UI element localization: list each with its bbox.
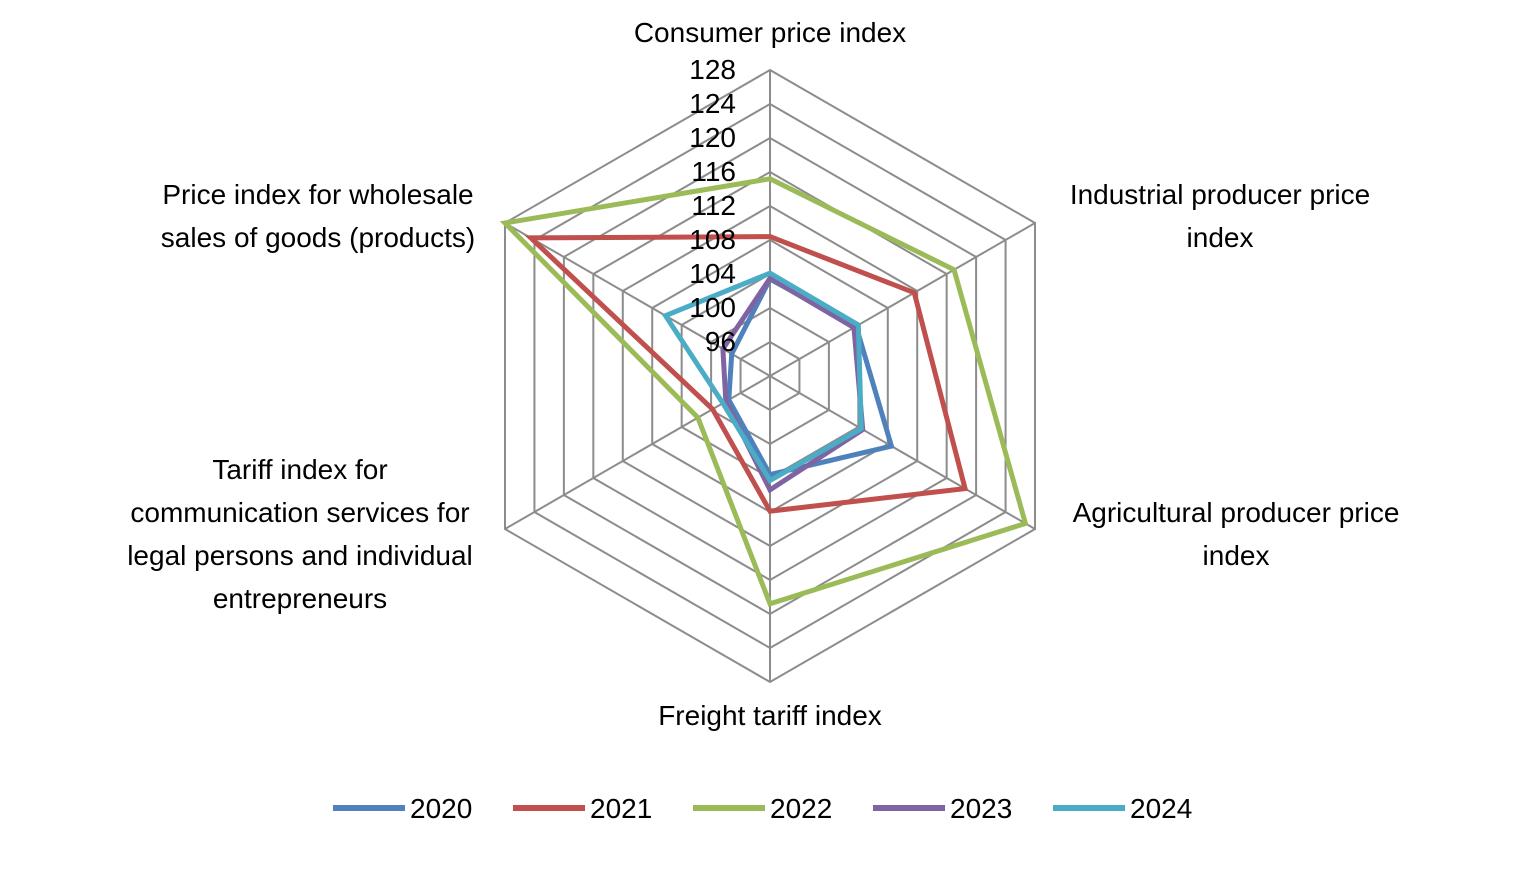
axis-label: Freight tariff index xyxy=(658,700,882,731)
radar-grid xyxy=(503,68,1037,684)
axis-label: Industrial producer price index xyxy=(1070,179,1370,253)
series-2023 xyxy=(720,274,866,494)
axis-label-line: Freight tariff index xyxy=(658,700,882,731)
tick-label: 128 xyxy=(689,54,736,85)
tick-label: 96 xyxy=(705,326,736,357)
axis-label-line: Industrial producer price xyxy=(1070,179,1370,210)
tick-label: 108 xyxy=(689,224,736,255)
axis-label-line: Price index for wholesale xyxy=(162,179,473,210)
axis-label-line: index xyxy=(1187,222,1254,253)
tick-label: 116 xyxy=(691,156,736,187)
legend-label: 2022 xyxy=(770,793,832,824)
legend-label: 2021 xyxy=(590,793,652,824)
axis-spoke xyxy=(504,222,771,377)
axis-labels: Consumer price index Industrial producer … xyxy=(127,17,1399,731)
axis-label-line: communication services for xyxy=(130,497,469,528)
tick-label: 124 xyxy=(689,88,736,119)
axis-label-line: sales of goods (products) xyxy=(161,222,475,253)
legend-label: 2023 xyxy=(950,793,1012,824)
axis-spoke xyxy=(769,375,1036,530)
legend-label: 2024 xyxy=(1130,793,1192,824)
axis-label: Agricultural producer price index xyxy=(1073,497,1400,571)
tick-label: 100 xyxy=(689,292,736,323)
axis-label-line: Consumer price index xyxy=(634,17,906,48)
axis-label: Price index for wholesale sales of goods … xyxy=(161,179,475,253)
axis-label: Tariff index for communication services f… xyxy=(127,454,473,614)
legend: 2020 2021 2022 2023 2024 xyxy=(333,793,1192,824)
axis-label: Consumer price index xyxy=(634,17,906,48)
radar-series xyxy=(499,176,1029,607)
tick-label: 120 xyxy=(689,122,736,153)
axis-label-line: index xyxy=(1203,540,1270,571)
tick-label: 104 xyxy=(689,258,736,289)
series-2020 xyxy=(726,275,895,478)
axis-label-line: Tariff index for xyxy=(212,454,387,485)
tick-label: 112 xyxy=(691,190,736,221)
axis-spoke xyxy=(769,222,1036,377)
series-2021 xyxy=(524,234,969,514)
axis-label-line: legal persons and individual xyxy=(127,540,473,571)
series-2024 xyxy=(661,270,864,484)
axis-label-line: entrepreneurs xyxy=(213,583,387,614)
axis-label-line: Agricultural producer price xyxy=(1073,497,1400,528)
legend-label: 2020 xyxy=(410,793,472,824)
series-2022 xyxy=(499,176,1029,607)
